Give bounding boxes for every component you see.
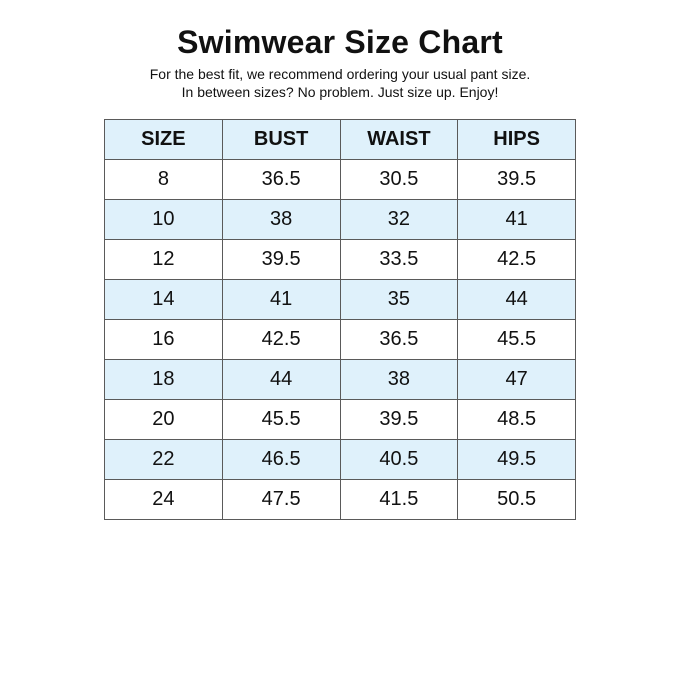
cell-waist: 32	[339, 199, 459, 240]
column-header-hips: HIPS	[457, 119, 576, 160]
table-row: 12 39.5 33.5 42.5	[104, 239, 576, 280]
cell-bust: 47.5	[221, 479, 341, 520]
cell-size: 14	[104, 279, 223, 320]
cell-waist: 35	[339, 279, 459, 320]
cell-waist: 30.5	[339, 159, 459, 200]
table-row: 22 46.5 40.5 49.5	[104, 439, 576, 480]
cell-size: 12	[104, 239, 223, 280]
column-header-size: SIZE	[104, 119, 223, 160]
cell-waist: 40.5	[339, 439, 459, 480]
cell-bust: 36.5	[221, 159, 341, 200]
cell-waist: 38	[339, 359, 459, 400]
cell-hips: 45.5	[457, 319, 576, 360]
cell-hips: 44	[457, 279, 576, 320]
column-header-bust: BUST	[221, 119, 341, 160]
cell-hips: 49.5	[457, 439, 576, 480]
cell-size: 20	[104, 399, 223, 440]
cell-size: 16	[104, 319, 223, 360]
cell-size: 24	[104, 479, 223, 520]
table-row: 10 38 32 41	[104, 199, 576, 240]
table-row: 18 44 38 47	[104, 359, 576, 400]
table-row: 8 36.5 30.5 39.5	[104, 159, 576, 200]
column-header-waist: WAIST	[339, 119, 459, 160]
subtitle-line-1: For the best fit, we recommend ordering …	[149, 66, 531, 82]
cell-hips: 48.5	[457, 399, 576, 440]
size-chart-table: SIZE BUST WAIST HIPS 8 36.5 30.5 39.5 10…	[104, 119, 576, 520]
cell-bust: 39.5	[221, 239, 341, 280]
cell-bust: 46.5	[221, 439, 341, 480]
cell-size: 8	[104, 159, 223, 200]
cell-bust: 42.5	[221, 319, 341, 360]
table-row: 14 41 35 44	[104, 279, 576, 320]
cell-size: 18	[104, 359, 223, 400]
cell-bust: 41	[221, 279, 341, 320]
cell-hips: 42.5	[457, 239, 576, 280]
page-title: Swimwear Size Chart	[177, 24, 503, 60]
cell-bust: 45.5	[221, 399, 341, 440]
cell-size: 22	[104, 439, 223, 480]
cell-hips: 39.5	[457, 159, 576, 200]
cell-waist: 39.5	[339, 399, 459, 440]
cell-hips: 47	[457, 359, 576, 400]
table-row: 20 45.5 39.5 48.5	[104, 399, 576, 440]
table-row: 16 42.5 36.5 45.5	[104, 319, 576, 360]
table-row: 24 47.5 41.5 50.5	[104, 479, 576, 520]
cell-waist: 36.5	[339, 319, 459, 360]
cell-waist: 33.5	[339, 239, 459, 280]
cell-bust: 44	[221, 359, 341, 400]
subtitle-line-2: In between sizes? No problem. Just size …	[181, 84, 499, 100]
cell-size: 10	[104, 199, 223, 240]
table-header-row: SIZE BUST WAIST HIPS	[104, 119, 576, 160]
cell-hips: 50.5	[457, 479, 576, 520]
cell-hips: 41	[457, 199, 576, 240]
cell-waist: 41.5	[339, 479, 459, 520]
cell-bust: 38	[221, 199, 341, 240]
